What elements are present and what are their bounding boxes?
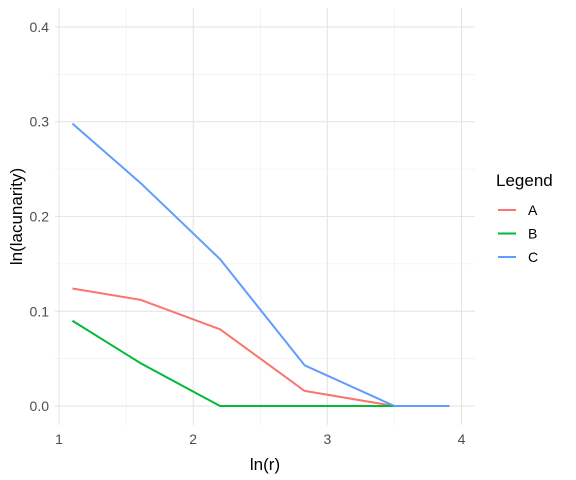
- x-tick-label: 1: [55, 431, 63, 447]
- legend-title: Legend: [496, 171, 553, 190]
- x-tick-label: 2: [189, 431, 197, 447]
- y-tick-label: 0.3: [30, 114, 50, 130]
- series-line-c: [71, 122, 450, 408]
- y-tick-label: 0.1: [30, 303, 50, 319]
- y-tick-label: 0.0: [30, 398, 50, 414]
- y-tick-label: 0.4: [30, 19, 50, 35]
- x-tick-label: 4: [458, 431, 466, 447]
- series-layer: [71, 122, 450, 408]
- series-line-b: [71, 319, 450, 408]
- grid-layer: [55, 8, 475, 425]
- x-tick-label: 3: [323, 431, 331, 447]
- axis-layer: 1 2 3 4 0.0 0.1 0.2 0.3 0.4: [30, 19, 466, 447]
- series-line-a: [72, 287, 450, 408]
- legend-label-b: B: [528, 226, 537, 242]
- legend: Legend ABC: [496, 171, 553, 265]
- legend-label-a: A: [528, 202, 538, 218]
- legend-label-c: C: [528, 249, 538, 265]
- y-axis-title: ln(lacunarity): [7, 168, 26, 265]
- y-tick-label: 0.2: [30, 209, 50, 225]
- x-axis-title: ln(r): [250, 455, 280, 474]
